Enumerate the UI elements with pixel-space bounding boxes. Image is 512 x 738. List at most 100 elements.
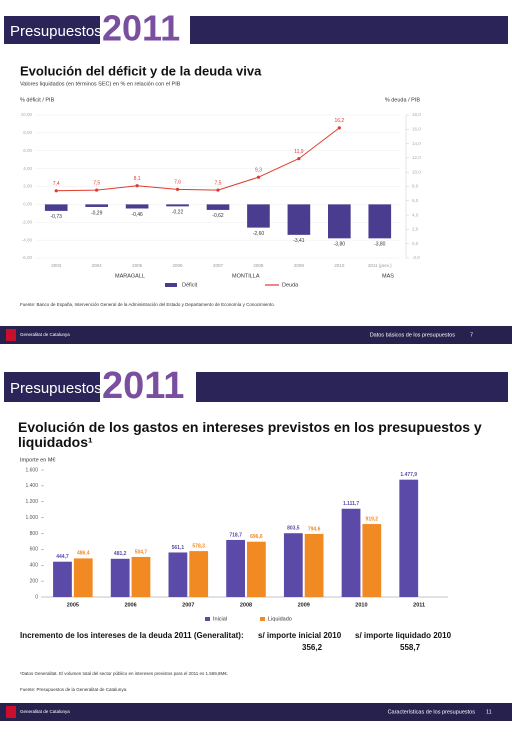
bar: [283, 533, 303, 597]
data-label: -0,46: [131, 212, 143, 218]
bar: [226, 539, 245, 597]
legend-swatch: [205, 617, 210, 621]
chart-title-box: Evolución de los gastos en intereses pre…: [18, 420, 482, 450]
footer-page: 11: [486, 709, 492, 715]
legend-swatch: [260, 617, 265, 621]
header-label: Presupuestos: [10, 23, 102, 40]
y-tick-label: 400: [30, 563, 39, 569]
summary-title: Incremento de los intereses de la deuda …: [20, 631, 244, 640]
y-tick-label: 4,00: [23, 166, 32, 171]
point: [337, 126, 341, 130]
x-tick-label: 2005: [67, 602, 79, 608]
y2-tick-label: 6,0: [412, 198, 419, 203]
bar: [125, 204, 149, 209]
header-band: [4, 372, 100, 402]
header-year: 2011: [102, 8, 180, 49]
period-label: MONTILLA: [232, 273, 260, 279]
x-tick-label: 2011 (prev.): [368, 263, 392, 268]
y-tick-label: 200: [30, 578, 39, 584]
y-tick-label: -6,00: [22, 255, 33, 260]
legend-label: Deuda: [282, 282, 299, 288]
y2-tick-label: 0,0: [412, 241, 419, 246]
y2-axis-label: % deuda / PIB: [385, 97, 420, 103]
x-tick-label: 2005: [132, 263, 143, 268]
data-label: 481,2: [114, 551, 127, 557]
data-label: 7,4: [53, 181, 60, 187]
point: [175, 187, 180, 191]
y2-tick-label: 2,0: [412, 227, 419, 232]
data-label: -0,22: [172, 210, 184, 216]
y-tick-label: 10,00: [21, 112, 33, 117]
chart-title: Evolución de los gastos en intereses pre…: [18, 420, 482, 450]
footer-section: Datos básicos de los presupuestos: [370, 332, 456, 338]
data-label: -0,73: [51, 214, 63, 220]
header-band: [190, 16, 508, 44]
data-label: 794,6: [308, 526, 321, 532]
y-tick-label: 1.400: [25, 483, 38, 489]
header-label: Presupuestos: [10, 380, 102, 397]
footer-page: 7: [470, 332, 473, 338]
y-axis-label: % déficit / PIB: [20, 97, 55, 103]
footer-org: Generalitat de Catalunya: [20, 709, 70, 714]
footer-section: Características de los presupuestos: [388, 709, 476, 715]
bar: [166, 204, 189, 207]
bar: [341, 508, 361, 597]
bar: [399, 479, 419, 597]
data-label: -3,41: [293, 238, 305, 244]
point: [95, 188, 99, 192]
y-tick-label: 6,00: [23, 148, 32, 153]
point: [256, 175, 261, 179]
chart-subtitle: Valores liquidados (en términos SEC) en …: [20, 81, 181, 87]
data-label: 1.111,7: [343, 501, 359, 507]
footer-band: [0, 326, 512, 344]
y-tick-label: 2,00: [23, 184, 32, 189]
data-label: 16,2: [334, 118, 344, 124]
data-label: -0,29: [91, 210, 103, 216]
footnote: ¹Datos Generalitat. El volumen total del…: [20, 671, 228, 676]
bar: [304, 533, 324, 597]
y-tick-label: 800: [30, 531, 39, 537]
bar: [85, 204, 108, 207]
data-label: -3,80: [334, 242, 346, 248]
data-label: 7,5: [93, 180, 100, 186]
point: [297, 157, 301, 161]
y-tick-label: 0: [35, 594, 38, 600]
footer-org: Generalitat de Catalunya: [20, 332, 70, 337]
data-label: 561,1: [172, 545, 185, 551]
bar: [247, 204, 270, 228]
bar: [189, 551, 209, 597]
y2-tick-label: 10,0: [412, 169, 421, 174]
data-label: 444,7: [56, 554, 69, 560]
y2-tick-label: 8,0: [412, 184, 419, 189]
data-label: 7,6: [174, 180, 181, 186]
y2-tick-label: 14,0: [412, 141, 421, 146]
bar: [110, 558, 130, 597]
x-tick-label: 2008: [253, 263, 264, 268]
y-tick-label: 1.000: [25, 515, 38, 521]
header-year: 2011: [102, 365, 184, 407]
bar: [247, 541, 266, 597]
data-label: 9,3: [255, 168, 262, 174]
source: Fuente: Presupuestos de la Generalitat d…: [20, 687, 127, 692]
x-tick-label: 2008: [240, 602, 252, 608]
x-tick-label: 2009: [298, 602, 310, 608]
bar: [131, 556, 151, 597]
line: [56, 127, 340, 192]
header-band: [196, 372, 508, 402]
y2-tick-label: 18,0: [412, 112, 421, 117]
x-tick-label: 2011: [413, 602, 425, 608]
y-tick-label: 1.200: [25, 499, 38, 505]
point: [54, 189, 58, 193]
period-label: MARAGALL: [115, 273, 145, 279]
data-label: 919,2: [366, 516, 379, 522]
data-label: 504,7: [135, 549, 148, 555]
y-tick-label: -2,00: [22, 219, 33, 224]
data-label: -3,80: [374, 242, 386, 248]
data-label: 7,5: [215, 180, 222, 186]
data-label: 578,3: [192, 543, 205, 549]
point: [216, 188, 220, 192]
bar: [73, 558, 93, 597]
y-tick-label: -4,00: [22, 237, 33, 242]
data-label: 718,7: [229, 532, 242, 538]
